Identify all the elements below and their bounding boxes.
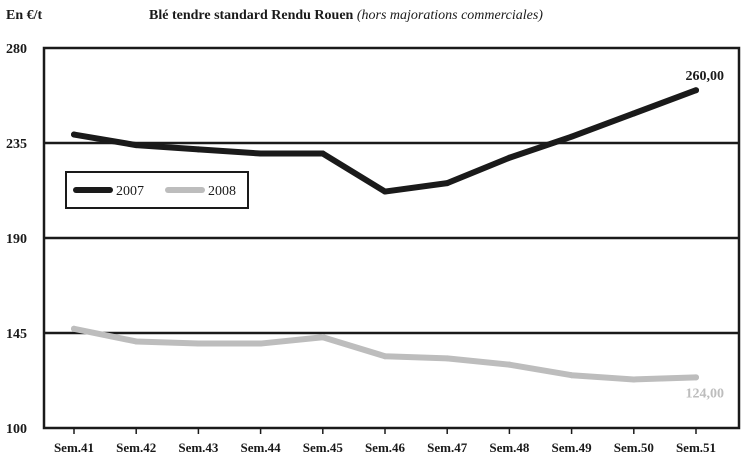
data-point-2008 (257, 340, 264, 347)
data-point-2008 (506, 361, 513, 368)
data-point-2007 (133, 142, 140, 149)
data-point-2008 (693, 374, 699, 381)
data-point-2008 (630, 376, 637, 383)
data-point-2008 (382, 353, 388, 360)
annotation-2007: 260,00 (686, 69, 725, 84)
chart-title-block: Blé tendre standard Rendu Rouen (hors ma… (149, 8, 543, 24)
data-point-2007 (693, 87, 699, 94)
data-point-2007 (71, 131, 77, 138)
data-point-2007 (319, 150, 326, 157)
data-point-2008 (319, 334, 326, 341)
legend-label-2008: 2008 (208, 184, 236, 199)
x-tick-label: Sem.41 (54, 440, 94, 455)
y-tick-label: 100 (6, 422, 27, 437)
data-point-2007 (506, 154, 513, 161)
x-tick-label: Sem.44 (241, 440, 282, 455)
x-tick-label: Sem.45 (303, 440, 344, 455)
x-tick-label: Sem.51 (676, 440, 716, 455)
data-point-2007 (257, 150, 264, 157)
x-tick-label: Sem.49 (552, 440, 593, 455)
data-point-2007 (382, 188, 388, 195)
x-tick-label: Sem.43 (178, 440, 219, 455)
data-point-2008 (71, 325, 77, 332)
y-tick-label: 190 (6, 232, 27, 247)
data-point-2008 (444, 355, 451, 362)
data-point-2008 (568, 372, 575, 379)
y-tick-label: 280 (6, 42, 27, 57)
data-point-2008 (133, 338, 140, 345)
data-point-2007 (630, 110, 637, 117)
data-point-2008 (195, 340, 202, 347)
chart-subtitle: (hors majorations commerciales) (356, 8, 543, 23)
y-tick-label: 145 (6, 327, 27, 342)
x-tick-label: Sem.48 (489, 440, 530, 455)
data-point-2007 (568, 133, 575, 140)
x-tick-label: Sem.42 (116, 440, 156, 455)
x-tick-label: Sem.47 (427, 440, 468, 455)
legend-label-2007: 2007 (116, 184, 144, 199)
x-tick-label: Sem.46 (365, 440, 406, 455)
data-point-2007 (195, 146, 202, 153)
data-point-2007 (444, 180, 451, 187)
x-tick-label: Sem.50 (614, 440, 654, 455)
annotation-2008: 124,00 (686, 386, 725, 401)
chart-title: Blé tendre standard Rendu Rouen (149, 8, 354, 23)
y-tick-label: 235 (6, 137, 27, 152)
y-axis-label: En €/t (6, 8, 43, 23)
